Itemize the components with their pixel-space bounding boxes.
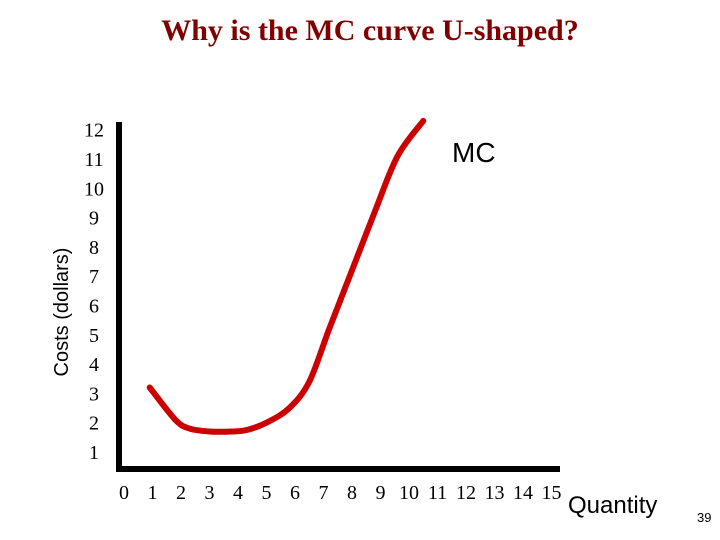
y-tick-label: 8 bbox=[89, 237, 99, 259]
x-tick-label: 13 bbox=[485, 482, 505, 504]
y-tick-label: 2 bbox=[89, 413, 99, 435]
x-tick-label: 15 bbox=[542, 482, 562, 504]
x-tick-label: 5 bbox=[262, 482, 272, 504]
x-tick-label: 3 bbox=[205, 482, 215, 504]
mc-series-label: MC bbox=[452, 137, 496, 168]
x-tick-label: 1 bbox=[148, 482, 158, 504]
y-tick-label: 11 bbox=[84, 149, 103, 171]
slide-title: Why is the MC curve U-shaped? bbox=[161, 14, 579, 47]
x-tick-label: 8 bbox=[347, 482, 357, 504]
x-tick-labels: 0 1 2 3 4 5 6 7 8 9 10 11 12 13 14 15 bbox=[119, 482, 562, 504]
y-tick-label: 5 bbox=[89, 325, 99, 347]
y-tick-label: 10 bbox=[84, 178, 104, 200]
y-tick-label: 12 bbox=[84, 120, 104, 142]
x-tick-label: 11 bbox=[428, 482, 447, 504]
y-tick-label: 7 bbox=[89, 266, 99, 288]
page-number: 39 bbox=[697, 510, 711, 525]
y-axis-label: Costs (dollars) bbox=[51, 248, 73, 377]
x-tick-label: 12 bbox=[456, 482, 476, 504]
y-tick-label: 4 bbox=[89, 354, 99, 376]
mc-curve bbox=[146, 117, 427, 435]
y-tick-label: 1 bbox=[89, 442, 99, 464]
x-tick-label: 7 bbox=[319, 482, 329, 504]
x-axis-label: Quantity bbox=[568, 492, 657, 519]
x-tick-label: 4 bbox=[233, 482, 243, 504]
x-tick-label: 0 bbox=[119, 482, 129, 504]
y-tick-label: 9 bbox=[89, 208, 99, 230]
x-tick-label: 9 bbox=[376, 482, 386, 504]
y-tick-label: 3 bbox=[89, 383, 99, 405]
x-tick-label: 2 bbox=[176, 482, 186, 504]
x-tick-label: 6 bbox=[290, 482, 300, 504]
y-tick-label: 6 bbox=[89, 296, 99, 318]
x-tick-label: 14 bbox=[513, 482, 533, 504]
x-tick-label: 10 bbox=[399, 482, 419, 504]
